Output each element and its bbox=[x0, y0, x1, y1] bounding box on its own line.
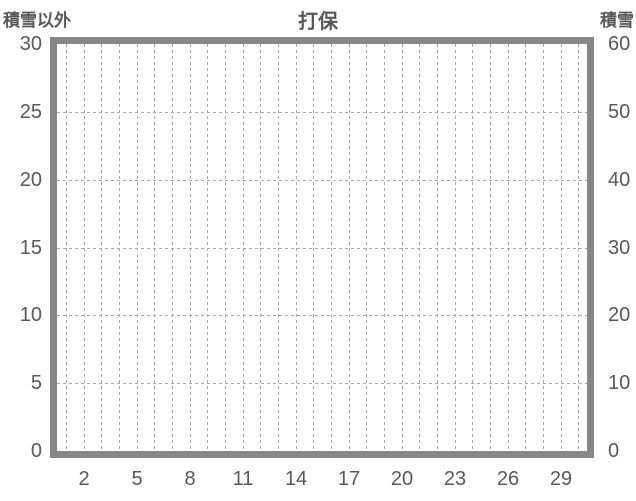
y-axis-left-tick-label: 30 bbox=[19, 33, 42, 55]
y-axis-right-tick-label: 10 bbox=[608, 372, 631, 394]
y-axis-right-tick-label: 60 bbox=[608, 33, 631, 55]
y-axis-left-tick-label: 5 bbox=[30, 372, 42, 394]
y-axis-left-tick-label: 15 bbox=[19, 237, 42, 259]
x-axis-tick-label: 20 bbox=[390, 468, 414, 490]
x-axis-tick-label: 26 bbox=[496, 468, 520, 490]
plot-frame bbox=[50, 37, 594, 458]
x-axis-tick-label: 23 bbox=[443, 468, 467, 490]
x-axis-tick-label: 8 bbox=[184, 468, 196, 490]
y-axis-right-tick-label: 0 bbox=[608, 440, 620, 462]
x-axis-tick-label: 5 bbox=[131, 468, 143, 490]
y-axis-right-tick-label: 20 bbox=[608, 304, 631, 326]
y-axis-right-tick-label: 40 bbox=[608, 169, 631, 191]
gridlines-svg bbox=[57, 44, 587, 451]
y-axis-left-tick-label: 20 bbox=[19, 169, 42, 191]
right-axis-title: 積雪 bbox=[600, 11, 634, 30]
x-axis-tick-label: 2 bbox=[78, 468, 90, 490]
x-axis-tick-label: 14 bbox=[284, 468, 308, 490]
y-axis-left-tick-label: 0 bbox=[30, 440, 42, 462]
y-axis-right-tick-label: 50 bbox=[608, 101, 631, 123]
x-axis-tick-label: 29 bbox=[549, 468, 573, 490]
left-axis-title: 積雪以外 bbox=[3, 11, 71, 30]
chart-title: 打保 bbox=[298, 11, 338, 33]
y-axis-left-tick-label: 10 bbox=[19, 304, 42, 326]
y-axis-left-tick-label: 25 bbox=[19, 101, 42, 123]
x-axis-tick-label: 11 bbox=[232, 468, 254, 490]
x-axis-tick-label: 17 bbox=[337, 468, 361, 490]
y-axis-right-tick-label: 30 bbox=[608, 237, 631, 259]
